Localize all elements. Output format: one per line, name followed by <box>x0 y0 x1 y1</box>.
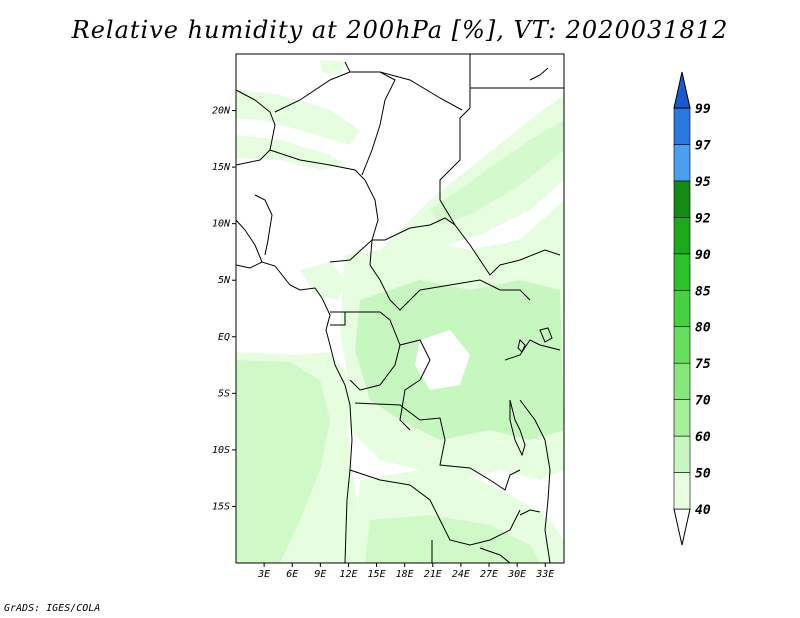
x-tick-label: 30E <box>507 569 526 580</box>
colorbar: 40 50 60 70 75 80 85 90 92 95 97 99 <box>673 71 711 546</box>
x-tick-label: 9E <box>314 569 326 580</box>
x-tick-label: 12E <box>339 569 357 580</box>
colorbar-segment <box>673 326 691 364</box>
colorbar-label: 97 <box>695 138 711 153</box>
colorbar-segment <box>673 362 691 400</box>
y-tick-label: 10N <box>212 219 231 230</box>
x-tick-label: 24E <box>452 569 470 580</box>
colorbar-label: 50 <box>695 467 711 482</box>
colorbar-segment <box>673 289 691 328</box>
map-frame <box>235 53 565 564</box>
colorbar-label: 75 <box>695 357 711 372</box>
map-panel: 3E 6E 9E 12E 15E 18E 21E 24E 27E 30E 33E 20N 15N 10N… <box>212 53 565 580</box>
colorbar-label: 85 <box>695 284 711 299</box>
y-tick-label: 10S <box>212 445 230 456</box>
colorbar-label: 60 <box>695 430 711 445</box>
colorbar-segment <box>673 107 691 145</box>
colorbar-label: 40 <box>695 503 711 518</box>
x-tick-label: 33E <box>535 569 554 580</box>
x-tick-label: 6E <box>286 569 298 580</box>
colorbar-segment <box>673 399 691 437</box>
humidity-shading <box>236 60 564 563</box>
colorbar-segment <box>673 253 691 291</box>
colorbar-segment <box>673 472 691 510</box>
y-tick-label: 5S <box>218 388 230 399</box>
colorbar-under-arrow <box>673 508 691 546</box>
colorbar-label: 90 <box>695 248 711 263</box>
colorbar-label: 99 <box>695 102 711 117</box>
y-tick-label: EQ <box>218 332 230 343</box>
colorbar-label: 70 <box>695 394 711 409</box>
x-tick-label: 21E <box>424 569 442 580</box>
y-axis: 20N 15N 10N 5N EQ 5S 10S 15S <box>212 106 236 512</box>
x-tick-label: 18E <box>396 569 414 580</box>
colorbar-label: 80 <box>695 321 711 336</box>
x-tick-label: 3E <box>257 569 270 580</box>
y-tick-label: 5N <box>218 275 231 286</box>
x-tick-label: 27E <box>480 569 498 580</box>
grads-credit: GrADS: IGES/COLA <box>4 603 101 614</box>
x-axis: 3E 6E 9E 12E 15E 18E 21E 24E 27E 30E 33E <box>257 563 554 580</box>
colorbar-segment <box>673 435 691 473</box>
y-tick-label: 15S <box>212 501 230 512</box>
y-tick-label: 15N <box>212 162 231 173</box>
colorbar-label: 92 <box>695 211 711 226</box>
y-tick-label: 20N <box>212 106 231 117</box>
x-tick-label: 15E <box>368 569 386 580</box>
map-title: Relative humidity at 200hPa [%], VT: 202… <box>71 16 729 44</box>
colorbar-label: 95 <box>695 175 711 190</box>
colorbar-segment <box>673 144 691 182</box>
colorbar-segment <box>673 217 691 255</box>
country-borders <box>235 54 564 564</box>
colorbar-over-arrow <box>673 71 691 109</box>
colorbar-segment <box>673 180 691 218</box>
